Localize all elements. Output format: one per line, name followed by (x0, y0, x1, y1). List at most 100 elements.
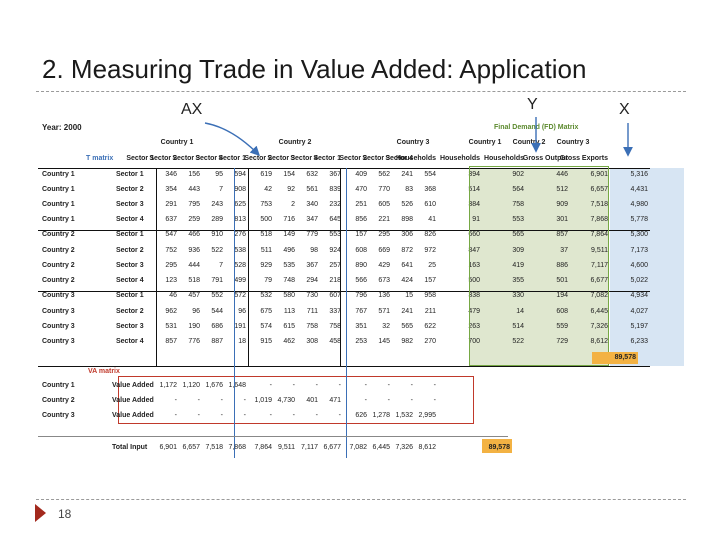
table-cell: 915 (260, 338, 272, 345)
va-cell: - (338, 412, 341, 419)
table-cell: 929 (260, 262, 272, 269)
table-cell: 289 (211, 216, 223, 223)
table-cell: 479 (468, 308, 480, 315)
table-cell: 429 (378, 262, 390, 269)
table-cell: 514 (512, 323, 524, 330)
va-cell: - (269, 382, 272, 389)
header-sub: Sector 4 (385, 155, 413, 162)
total-input-label: Total Input (112, 444, 148, 451)
table-cell: 295 (378, 231, 390, 238)
table-cell: 259 (188, 216, 200, 223)
table-cell: 625 (234, 201, 246, 208)
header-t-matrix: T matrix (86, 155, 114, 162)
table-cell: 346 (165, 171, 177, 178)
va-cell: - (315, 412, 318, 419)
row-sector: Sector 3 (116, 323, 144, 330)
va-cell: 1,172 (159, 382, 177, 389)
va-cell: 4,730 (277, 397, 295, 404)
table-cell: 607 (329, 292, 341, 299)
column-marker-line (234, 168, 235, 458)
table-cell: 5,778 (630, 216, 648, 223)
table-cell: 544 (211, 308, 223, 315)
table-cell: 276 (234, 231, 246, 238)
table-cell: 367 (329, 171, 341, 178)
table-cell: 565 (401, 323, 413, 330)
table-cell: 92 (287, 186, 295, 193)
year-label: Year: 2000 (42, 123, 82, 132)
table-cell: 566 (355, 277, 367, 284)
row-separator (38, 291, 650, 292)
page-number: 18 (58, 507, 72, 521)
table-cell: 499 (234, 277, 246, 284)
table-cell: 354 (165, 186, 177, 193)
table-cell: 154 (283, 171, 295, 178)
row-sector: Sector 2 (116, 308, 144, 315)
slide-title: 2. Measuring Trade in Value Added: Appli… (42, 54, 587, 84)
row-country: Country 2 (42, 277, 75, 284)
table-cell: 123 (165, 277, 177, 284)
table-cell: 7 (219, 186, 223, 193)
table-cell: 194 (556, 292, 568, 299)
table-cell: 232 (329, 201, 341, 208)
va-cell: - (243, 412, 246, 419)
va-cell: - (243, 397, 246, 404)
va-cell: 401 (306, 397, 318, 404)
row-sector: Sector 2 (116, 186, 144, 193)
final-demand-box (469, 166, 609, 366)
total-input-cell: 7,326 (395, 444, 413, 451)
table-cell: 15 (405, 292, 413, 299)
table-cell: 936 (188, 247, 200, 254)
gross-exports-shading (648, 168, 684, 366)
va-cell: - (197, 412, 200, 419)
table-cell: 243 (211, 201, 223, 208)
table-cell: 211 (424, 308, 436, 315)
table-cell: 458 (329, 338, 341, 345)
va-label: Value Added (112, 412, 154, 419)
header-sub: Sector 4 (195, 155, 223, 162)
table-cell: 571 (378, 308, 390, 315)
table-cell: 572 (234, 292, 246, 299)
table-cell: 580 (283, 292, 295, 299)
header-sub: Households (395, 155, 436, 162)
table-cell: 673 (378, 277, 390, 284)
table-cell: 145 (378, 338, 390, 345)
total-input-cell: 6,901 (159, 444, 177, 451)
row-country: Country 3 (42, 323, 75, 330)
header-sub: Households (483, 155, 524, 162)
row-sector: Sector 2 (116, 247, 144, 254)
table-cell: 241 (401, 308, 413, 315)
table-cell: 157 (424, 277, 436, 284)
total-input-cell: 7,864 (254, 444, 272, 451)
header-sub: Sector 2 (339, 155, 367, 162)
header-sub: Sector 3 (362, 155, 390, 162)
va-cell: - (387, 382, 390, 389)
table-cell: 910 (211, 231, 223, 238)
table-cell: 887 (211, 338, 223, 345)
y-label: Y (527, 96, 538, 113)
table-cell: 547 (165, 231, 177, 238)
header-country: Country 3 (396, 139, 430, 146)
table-cell: 791 (211, 277, 223, 284)
column-separator (340, 168, 341, 366)
row-separator (38, 366, 650, 367)
table-cell: 409 (355, 171, 367, 178)
table-cell: 113 (283, 308, 295, 315)
table-cell: 5,316 (630, 171, 648, 178)
row-country: Country 1 (42, 201, 75, 208)
table-cell: 795 (188, 201, 200, 208)
table-cell: 758 (512, 201, 524, 208)
table-cell: 190 (188, 323, 200, 330)
table-cell: 730 (306, 292, 318, 299)
gross-output-total: 89,578 (614, 354, 636, 361)
table-cell: 95 (215, 171, 223, 178)
table-cell: 902 (512, 171, 524, 178)
table-cell: 4,980 (630, 201, 648, 208)
table-cell: 898 (401, 216, 413, 223)
table-cell: 847 (468, 247, 480, 254)
table-cell: 466 (188, 231, 200, 238)
table-cell: 872 (401, 247, 413, 254)
table-cell: 564 (512, 186, 524, 193)
page-marker-icon (35, 504, 46, 522)
row-separator (38, 168, 650, 169)
table-cell: 91 (472, 216, 480, 223)
